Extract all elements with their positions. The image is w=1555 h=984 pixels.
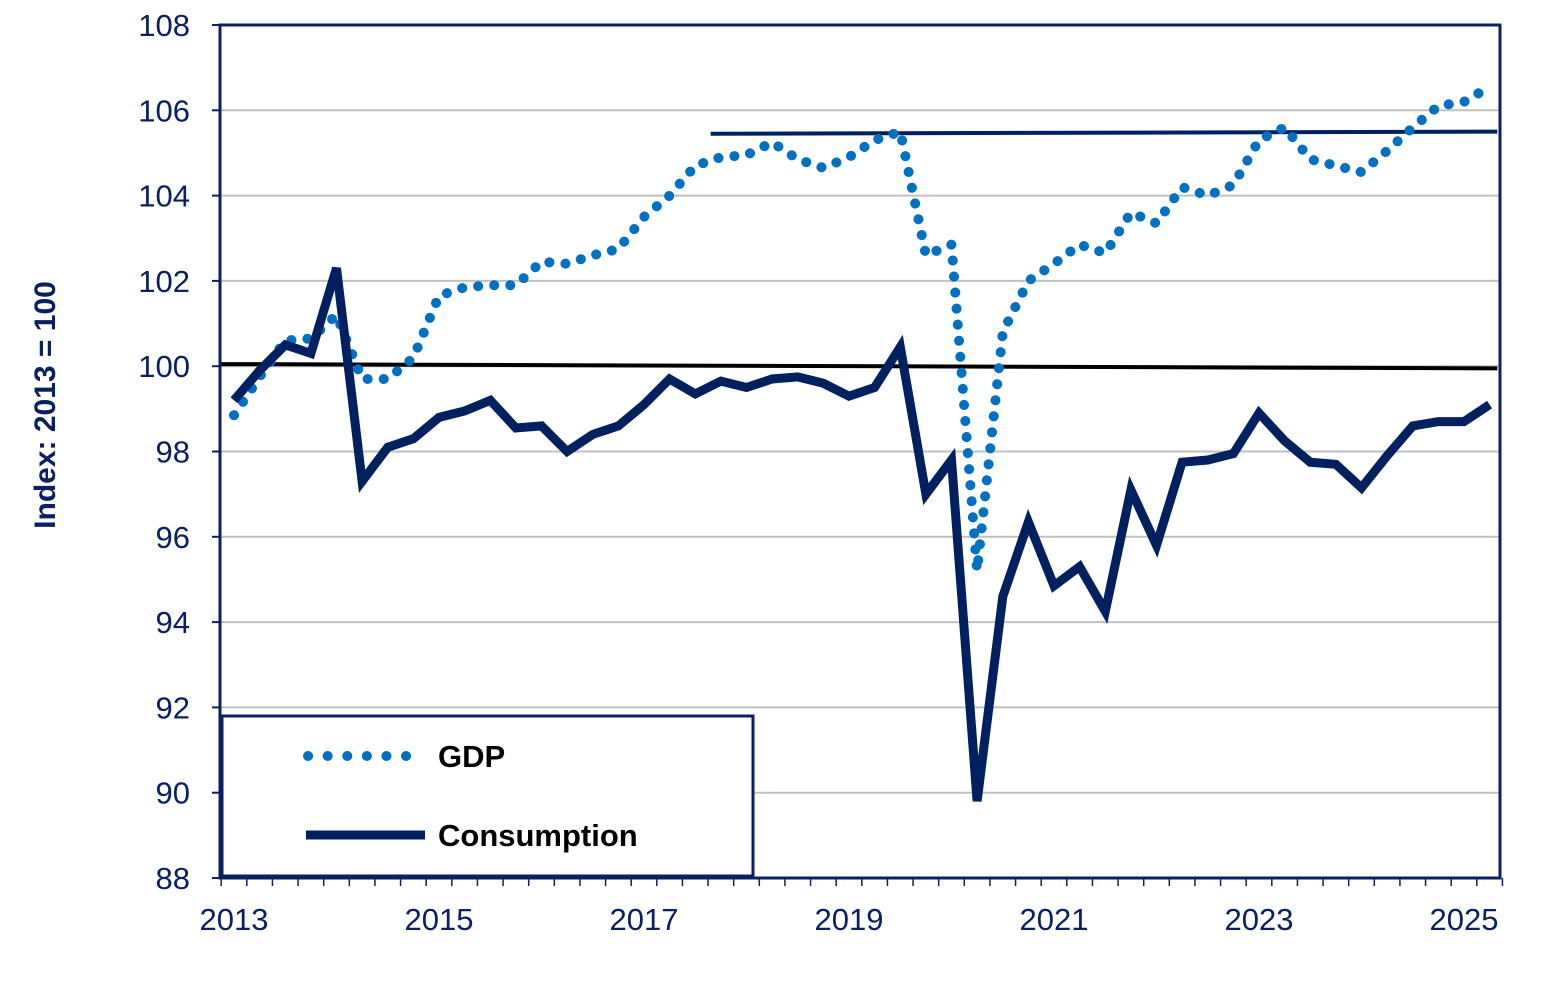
y-tick-label: 88 [156,861,190,896]
series-group [229,81,1495,802]
gridlines [220,109,1500,794]
y-tick-label: 90 [156,776,190,811]
x-axis: 2013 2015 2017 2019 2021 2023 2025 [200,878,1504,937]
x-tick-label: 2013 [200,902,269,937]
x-tick-label: 2021 [1020,902,1089,937]
y-tick-label: 96 [156,520,190,555]
series-consumption-line [230,266,1493,802]
y-tick-label: 104 [138,179,190,214]
series-gdp-line [229,81,1495,572]
y-tick-label: 106 [138,93,190,128]
y-axis: 88 90 92 94 96 98 100 102 104 106 108 [138,8,220,896]
legend-gdp-label: GDP [438,739,505,774]
y-tick-label: 98 [156,435,190,470]
reference-lines [219,129,1498,371]
y-tick-label: 108 [138,8,190,43]
y-tick-label: 92 [156,690,190,725]
y-axis-label: Index: 2013 = 100 [29,281,62,529]
x-tick-label: 2023 [1225,902,1294,937]
y-tick-label: 102 [138,264,190,299]
reference-line [219,362,1498,371]
y-tick-label: 100 [138,349,190,384]
legend-box [220,714,755,878]
legend: GDP Consumption [220,714,755,878]
legend-consumption-label: Consumption [438,818,638,853]
reference-line [710,129,1498,136]
x-tick-label: 2025 [1430,902,1499,937]
x-tick-label: 2017 [610,902,679,937]
x-tick-label: 2015 [405,902,474,937]
y-tick-label: 94 [156,605,190,640]
x-tick-label: 2019 [815,902,884,937]
